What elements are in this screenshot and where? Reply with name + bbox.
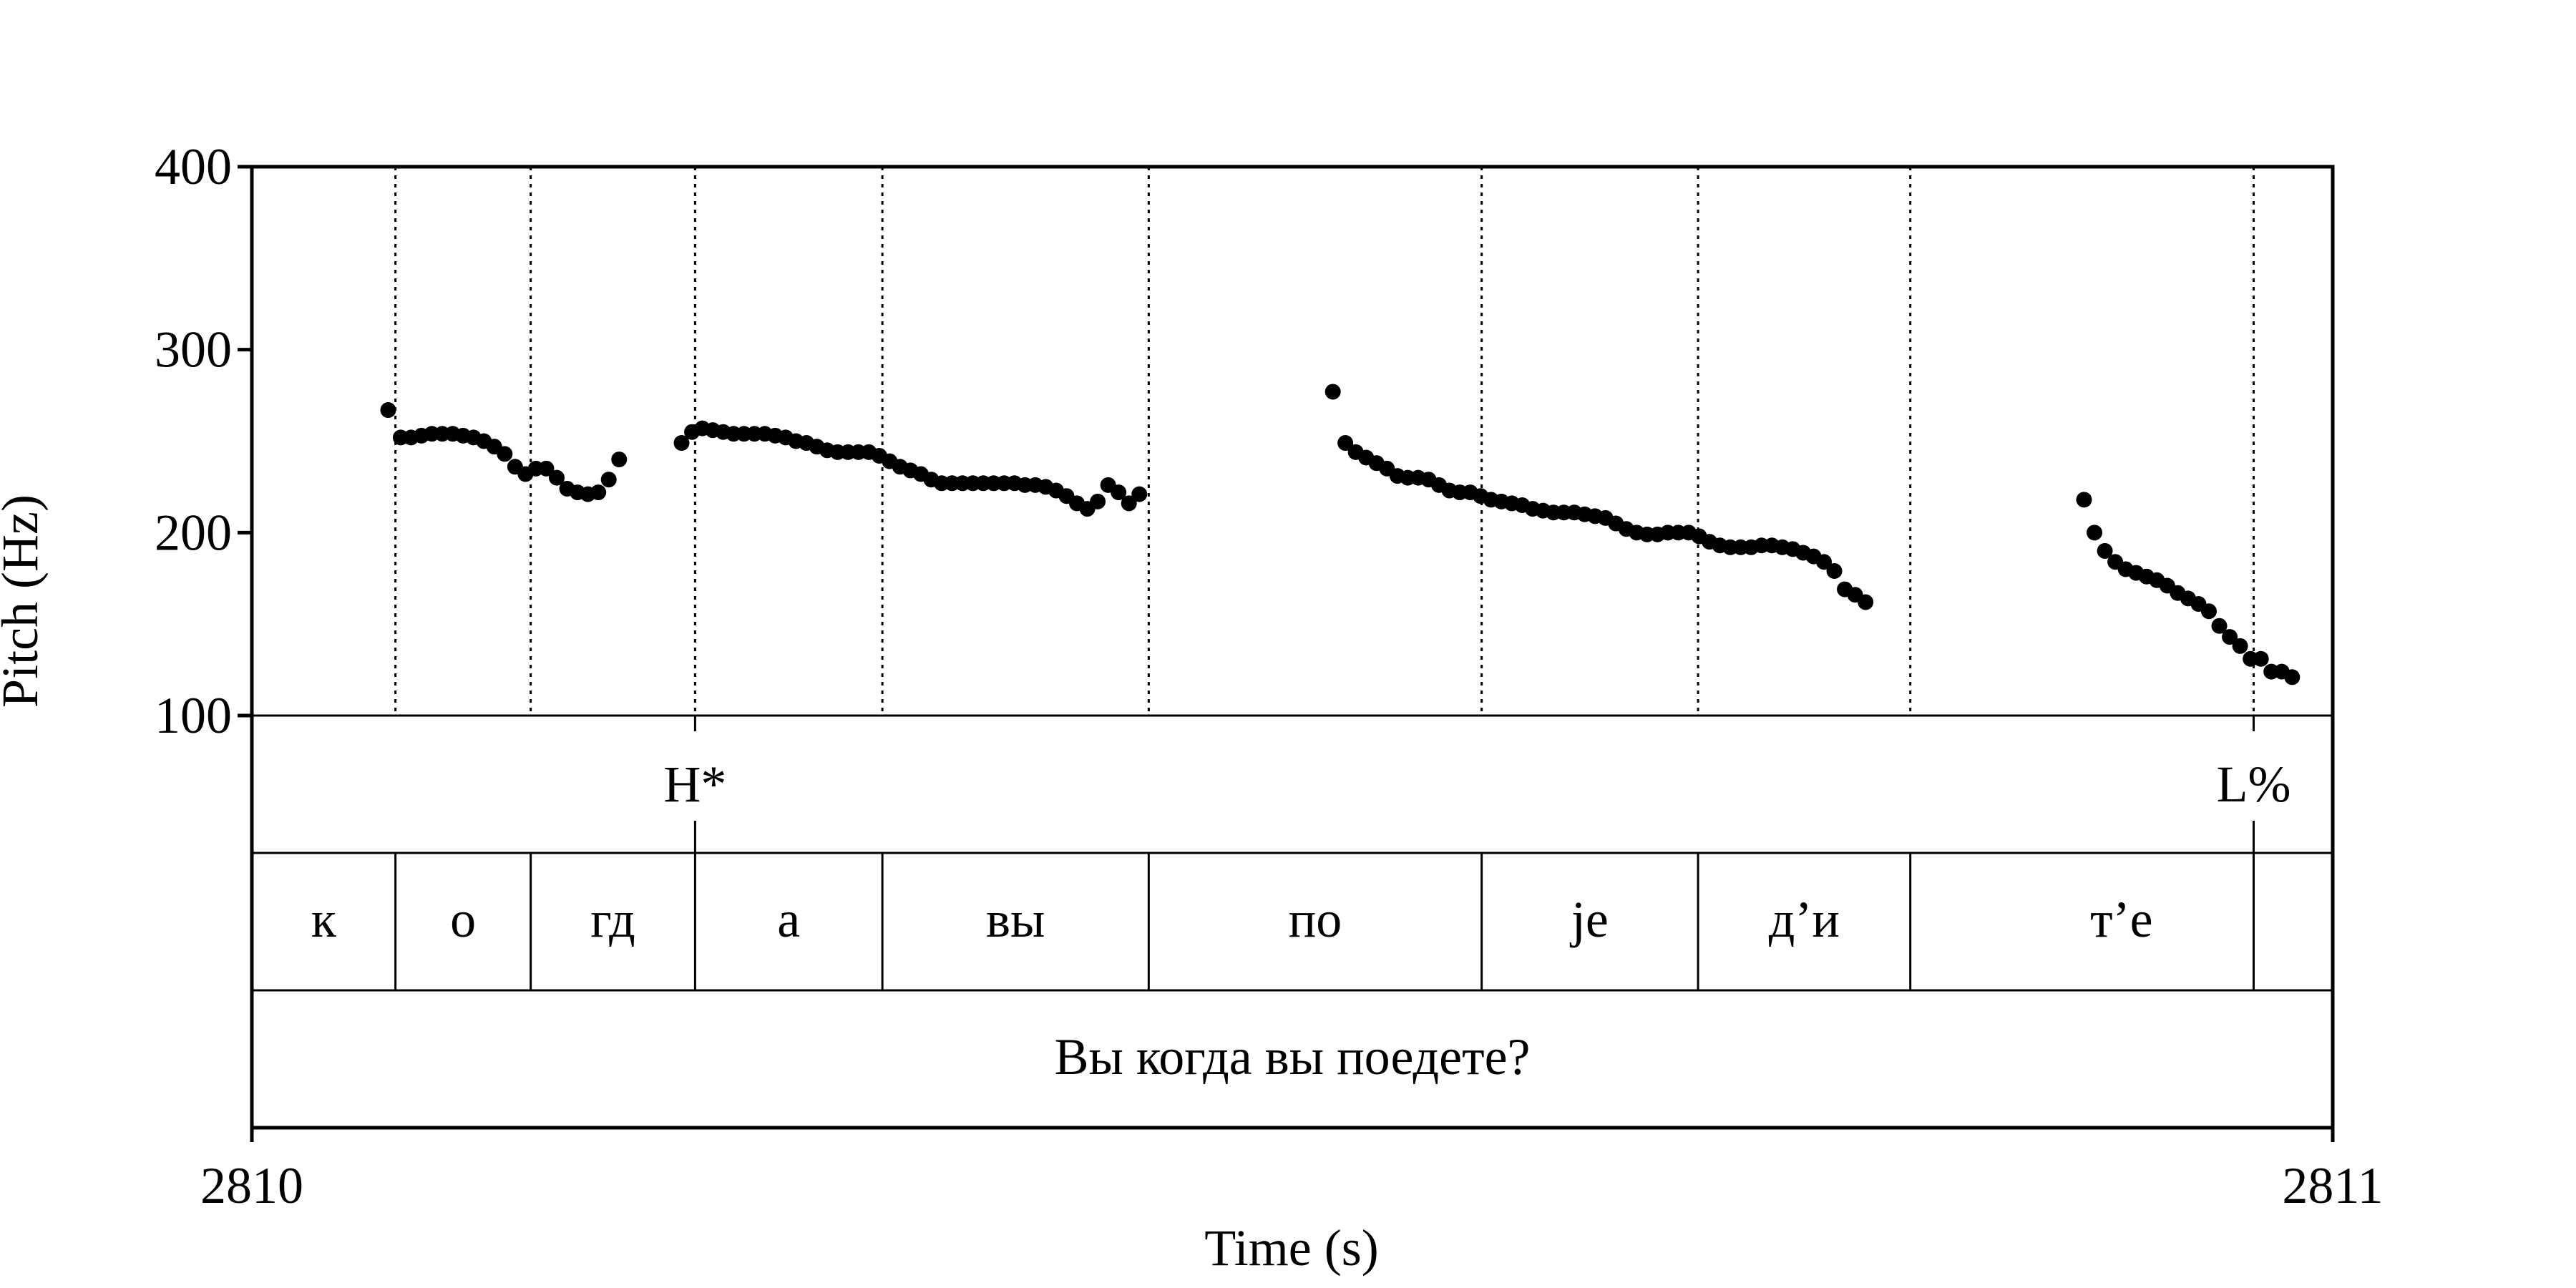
pitch-point [497, 446, 513, 462]
sentence-label: Вы когда вы поедете? [1054, 1028, 1530, 1085]
y-tick-label: 400 [155, 138, 232, 195]
pitch-point [1121, 495, 1137, 512]
pitch-point [1324, 384, 1341, 400]
pitch-point [549, 469, 565, 486]
pitch-point [590, 484, 607, 501]
tone-label: L% [2217, 756, 2291, 813]
pitch-point [2211, 618, 2228, 634]
segment-label: а [777, 891, 800, 948]
segment-label: гд [590, 891, 635, 948]
y-tick-label: 300 [155, 321, 232, 379]
pitch-point [1090, 493, 1106, 509]
x-tick-label: 2810 [200, 1157, 303, 1214]
tone-tick-lines [693, 716, 2255, 853]
segment-boundary-lines [394, 167, 2255, 990]
pitch-point [2253, 650, 2269, 667]
segment-label: о [450, 891, 476, 948]
pitch-point [1337, 435, 1354, 452]
frame-border [250, 165, 2335, 1130]
pitch-point [1858, 594, 1874, 610]
tier-lines [252, 714, 2333, 992]
pitch-point [2222, 629, 2238, 645]
axis-ticks: 100 200 300 400 2810 2811 [155, 138, 2384, 1214]
pitch-point [611, 452, 628, 468]
pitch-point [1131, 486, 1148, 502]
x-tick-label: 2811 [2282, 1157, 2383, 1214]
pitch-point [2232, 638, 2248, 654]
pitch-point [2284, 669, 2301, 686]
segment-label: т’е [2090, 891, 2152, 948]
tier-labels: H* L% к о гд а вы по je д’и т’е Вы когда вы поедете… [311, 756, 2291, 1085]
pitch-point [600, 472, 617, 488]
y-axis-label: Pitch (Hz) [0, 494, 49, 708]
segment-label: вы [986, 891, 1045, 948]
pitch-point [1815, 554, 1832, 570]
pitch-point [2087, 525, 2103, 541]
x-axis-label: Time (s) [1204, 1219, 1378, 1277]
segment-label: по [1289, 891, 1342, 948]
pitch-point [2200, 603, 2217, 620]
pitch-point [1826, 563, 1843, 580]
pitch-point [538, 460, 555, 477]
plot-frame [250, 165, 2335, 1130]
pitch-point [2097, 542, 2113, 559]
segment-label: д’и [1769, 891, 1840, 948]
pitch-point [2076, 492, 2092, 508]
segment-label: к [311, 891, 337, 948]
pitch-point [380, 402, 396, 419]
pitch-point [673, 435, 690, 452]
pitch-points [380, 384, 2301, 686]
tone-label: H* [663, 756, 726, 813]
segment-label: je [1569, 891, 1609, 948]
y-tick-label: 100 [155, 687, 232, 744]
pitch-point [1111, 484, 1127, 501]
y-tick-label: 200 [155, 504, 232, 561]
